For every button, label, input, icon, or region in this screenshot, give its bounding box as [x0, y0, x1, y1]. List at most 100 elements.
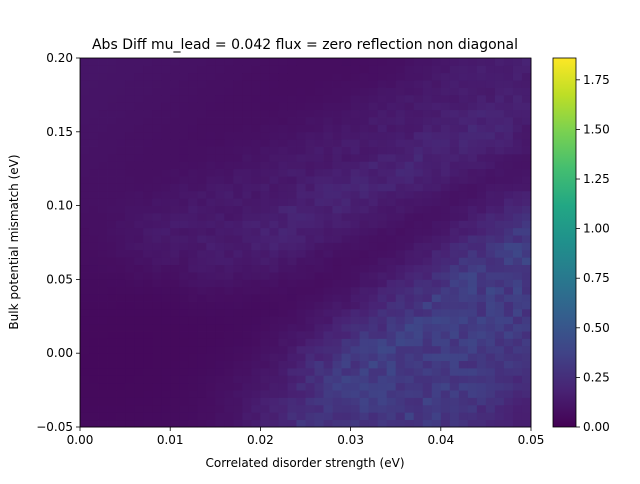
heatmap-cell	[368, 109, 379, 118]
heatmap-cell	[125, 198, 135, 206]
heatmap-cell	[161, 390, 171, 398]
heatmap-cell	[386, 87, 397, 96]
heatmap-cell	[251, 190, 261, 199]
heatmap-cell	[512, 235, 523, 243]
heatmap-cell	[224, 146, 234, 155]
heatmap-cell	[107, 94, 117, 103]
heatmap-cell	[512, 109, 523, 118]
heatmap-cell	[395, 176, 406, 184]
heatmap-cell	[80, 345, 90, 354]
heatmap-cell	[422, 198, 433, 206]
heatmap-cell	[125, 235, 135, 243]
heatmap-cell	[161, 87, 171, 96]
heatmap-cell	[404, 94, 415, 103]
heatmap-cell	[179, 212, 189, 221]
heatmap-cell	[377, 286, 388, 295]
heatmap-cell	[188, 390, 198, 398]
heatmap-cell	[503, 419, 514, 428]
heatmap-cell	[368, 94, 379, 103]
heatmap-cell	[512, 338, 523, 347]
heatmap-cell	[440, 308, 451, 317]
heatmap-cell	[161, 220, 171, 229]
colorbar-tick-label: 1.50	[583, 122, 610, 136]
heatmap-cell	[269, 272, 279, 280]
heatmap-cell	[359, 264, 370, 273]
heatmap-cell	[323, 412, 333, 421]
heatmap-cell	[206, 139, 216, 147]
heatmap-cell	[404, 102, 415, 111]
heatmap-cell	[116, 264, 126, 273]
heatmap-cell	[386, 404, 397, 413]
heatmap-cell	[413, 397, 424, 406]
heatmap-cell	[269, 205, 279, 214]
heatmap-cell	[296, 308, 306, 317]
x-tick-label: 0.00	[67, 433, 94, 447]
heatmap-cell	[449, 390, 460, 398]
heatmap-cell	[188, 294, 198, 302]
heatmap-cell	[413, 257, 424, 266]
heatmap-cell	[395, 345, 406, 354]
heatmap-cell	[251, 94, 261, 103]
heatmap-cell	[170, 353, 180, 361]
heatmap-cell	[440, 294, 451, 302]
heatmap-cell	[233, 139, 243, 147]
heatmap-cell	[188, 153, 198, 162]
heatmap-cell	[224, 360, 234, 369]
heatmap-cell	[449, 323, 460, 332]
heatmap-cell	[521, 323, 532, 332]
heatmap-cell	[89, 235, 99, 243]
heatmap-cell	[377, 58, 388, 66]
heatmap-cell	[296, 323, 306, 332]
heatmap-cell	[323, 153, 333, 162]
heatmap-cell	[224, 161, 234, 170]
heatmap-cell	[134, 323, 144, 332]
heatmap-cell	[485, 264, 496, 273]
heatmap-cell	[332, 242, 342, 251]
heatmap-cell	[269, 338, 279, 347]
heatmap-cell	[467, 323, 478, 332]
heatmap-cell	[368, 323, 379, 332]
heatmap-cell	[98, 331, 108, 339]
heatmap-cell	[89, 264, 99, 273]
heatmap-cell	[449, 220, 460, 229]
heatmap-cell	[440, 390, 451, 398]
heatmap-cell	[143, 117, 153, 125]
heatmap-cell	[359, 212, 370, 221]
heatmap-cell	[242, 412, 252, 421]
heatmap-cell	[116, 382, 126, 391]
heatmap-cell	[458, 404, 469, 413]
heatmap-cell	[521, 338, 532, 347]
heatmap-cell	[170, 80, 180, 88]
heatmap-cell	[413, 227, 424, 236]
heatmap-cell	[179, 124, 189, 133]
heatmap-cell	[269, 412, 279, 421]
heatmap-cell	[269, 102, 279, 111]
heatmap-cell	[359, 87, 370, 96]
heatmap-cell	[422, 242, 433, 251]
heatmap-cell	[449, 353, 460, 361]
heatmap-cell	[458, 198, 469, 206]
heatmap-cell	[341, 168, 351, 177]
heatmap-cell	[224, 109, 234, 118]
heatmap-cell	[521, 168, 532, 177]
heatmap-cell	[161, 153, 171, 162]
heatmap-cell	[287, 65, 297, 74]
heatmap-cell	[359, 176, 370, 184]
heatmap-cell	[359, 375, 370, 384]
heatmap-cell	[116, 220, 126, 229]
heatmap-cell	[359, 80, 370, 88]
heatmap-cell	[80, 94, 90, 103]
heatmap-cell	[80, 235, 90, 243]
heatmap-cell	[314, 345, 324, 354]
heatmap-cell	[107, 323, 117, 332]
heatmap-cell	[422, 308, 433, 317]
heatmap-cell	[404, 375, 415, 384]
heatmap-cell	[260, 161, 270, 170]
heatmap-cell	[287, 308, 297, 317]
heatmap-cell	[116, 412, 126, 421]
heatmap-cell	[197, 375, 207, 384]
heatmap-cell	[467, 198, 478, 206]
heatmap-cell	[467, 404, 478, 413]
heatmap-cell	[89, 294, 99, 302]
heatmap-cell	[116, 390, 126, 398]
